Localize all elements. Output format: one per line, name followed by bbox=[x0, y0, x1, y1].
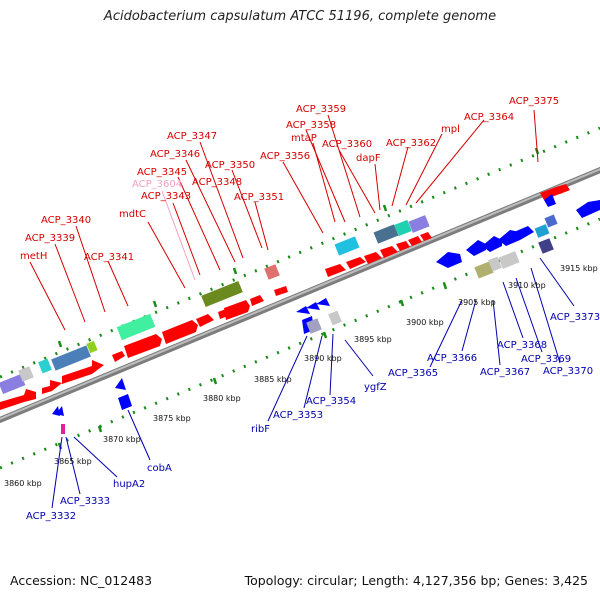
gene-arrow bbox=[364, 252, 382, 264]
gene-arrow bbox=[316, 298, 330, 306]
page-title: Acidobacterium capsulatum ATCC 51196, co… bbox=[103, 9, 497, 24]
gene-label: ACP_3360 bbox=[322, 139, 372, 150]
gene-arrow bbox=[115, 378, 126, 390]
gene-label: ACP_3340 bbox=[41, 215, 91, 226]
gene-label: ACP_3332 bbox=[26, 511, 76, 522]
scale-label: 3875 kbp bbox=[153, 414, 191, 423]
gene-label: ACP_3375 bbox=[509, 96, 559, 107]
gene-label: ACP_3354 bbox=[306, 396, 356, 407]
gene-label: ACP_3333 bbox=[60, 496, 110, 507]
gene-arrow bbox=[124, 334, 162, 358]
gene-label: ACP_3351 bbox=[234, 192, 284, 203]
forward-genes bbox=[0, 184, 570, 410]
gene-label: ACP_3356 bbox=[260, 151, 310, 162]
gene-label: ACP_3370 bbox=[543, 366, 593, 377]
gene-label: ACP_3347 bbox=[167, 131, 217, 142]
gene-arrow bbox=[556, 184, 570, 194]
forward-feature-boxes bbox=[0, 214, 558, 395]
gene-arrow bbox=[420, 232, 432, 241]
gene-label: ACP_3373 bbox=[550, 312, 600, 323]
gene-label: ACP_3364 bbox=[464, 112, 514, 123]
gene-arrow bbox=[42, 380, 62, 394]
gene-arrow bbox=[408, 236, 422, 246]
gene-label: ACP_3362 bbox=[386, 138, 436, 149]
gene-label: ACP_3369 bbox=[521, 354, 571, 365]
scale-labels: 3860 kbp 3865 kbp 3870 kbp 3875 kbp 3880… bbox=[4, 264, 598, 488]
gene-label: ACP_3353 bbox=[273, 410, 323, 421]
scale-label: 3895 kbp bbox=[354, 335, 392, 344]
gene-label: ACP_3346 bbox=[150, 149, 200, 160]
gene-label: ACP_3350 bbox=[205, 160, 255, 171]
scale-label: 3910 kbp bbox=[508, 281, 546, 290]
gene-arrow bbox=[196, 314, 214, 327]
scale-label: 3890 kbp bbox=[304, 354, 342, 363]
gene-label: hupA2 bbox=[113, 479, 145, 490]
gene-arrow bbox=[112, 351, 125, 362]
gene-label: mpl bbox=[441, 124, 460, 135]
gene-label: ygfZ bbox=[364, 382, 387, 393]
scale-label: 3915 kbp bbox=[560, 264, 598, 273]
gene-arrow bbox=[544, 194, 556, 207]
scale-label: 3900 kbp bbox=[406, 318, 444, 327]
gene-arrow bbox=[540, 187, 562, 200]
scale-label: 3880 kbp bbox=[203, 394, 241, 403]
gene-arrow bbox=[466, 240, 486, 256]
gene-arrow bbox=[436, 252, 462, 268]
forward-tick-track bbox=[0, 126, 600, 379]
gene-label: ribF bbox=[251, 424, 270, 435]
gene-arrow bbox=[380, 246, 398, 258]
gene-arrow bbox=[274, 288, 282, 296]
accession-text: Accession: NC_012483 bbox=[10, 573, 153, 588]
reverse-gene-labels: ACP_3332 ACP_3333 hupA2 cobA ribF ACP_33… bbox=[26, 312, 600, 522]
gene-arrow bbox=[224, 300, 250, 320]
forward-leader-lines bbox=[29, 109, 539, 331]
gene-label: metH bbox=[20, 251, 47, 262]
gene-label: mtaP bbox=[291, 133, 317, 144]
magenta-feature bbox=[61, 424, 65, 434]
gene-label: ACP_3359 bbox=[296, 104, 346, 115]
gene-arrow bbox=[346, 257, 366, 269]
topology-text: Topology: circular; Length: 4,127,356 bp… bbox=[244, 573, 588, 588]
reverse-genes bbox=[115, 194, 600, 410]
gene-arrow bbox=[482, 236, 502, 252]
gene-arrow bbox=[280, 286, 288, 294]
gene-label: ACP_3367 bbox=[480, 367, 530, 378]
gene-label: dapF bbox=[356, 153, 381, 164]
gene-arrow bbox=[576, 200, 600, 218]
gene-arrow bbox=[118, 394, 132, 410]
scale-label: 3905 kbp bbox=[458, 298, 496, 307]
gene-arrow bbox=[325, 264, 346, 277]
scale-label: 3865 kbp bbox=[54, 457, 92, 466]
gene-label: ACP_3368 bbox=[497, 340, 547, 351]
scale-label: 3860 kbp bbox=[4, 479, 42, 488]
gene-label: ACP_3343 bbox=[141, 191, 191, 202]
gene-label: ACP_3348 bbox=[192, 177, 242, 188]
gene-arrow bbox=[498, 230, 520, 246]
gene-label: ACP_3604 bbox=[132, 179, 182, 190]
gene-arrow bbox=[62, 360, 104, 384]
gene-arrow bbox=[396, 241, 410, 251]
reverse-feature-boxes bbox=[306, 224, 554, 334]
gene-label: ACP_3345 bbox=[137, 167, 187, 178]
gene-arrow bbox=[162, 320, 198, 344]
scale-label: 3870 kbp bbox=[103, 435, 141, 444]
gene-label: ACP_3365 bbox=[388, 368, 438, 379]
scale-label: 3885 kbp bbox=[254, 375, 292, 384]
gene-label: cobA bbox=[147, 463, 172, 474]
gene-label: mdtC bbox=[119, 209, 146, 220]
gene-label: ACP_3341 bbox=[84, 252, 134, 263]
gene-arrow bbox=[514, 226, 534, 240]
gene-label: ACP_3339 bbox=[25, 233, 75, 244]
reverse-leader-lines bbox=[51, 257, 575, 509]
major-ticks bbox=[57, 147, 551, 450]
gene-arrow bbox=[0, 389, 36, 410]
forward-gene-labels: metH ACP_3339 ACP_3340 ACP_3341 mdtC ACP… bbox=[20, 96, 559, 263]
gene-arrow bbox=[250, 295, 264, 306]
gene-label: ACP_3366 bbox=[427, 353, 477, 364]
gene-label: ACP_3358 bbox=[286, 120, 336, 131]
